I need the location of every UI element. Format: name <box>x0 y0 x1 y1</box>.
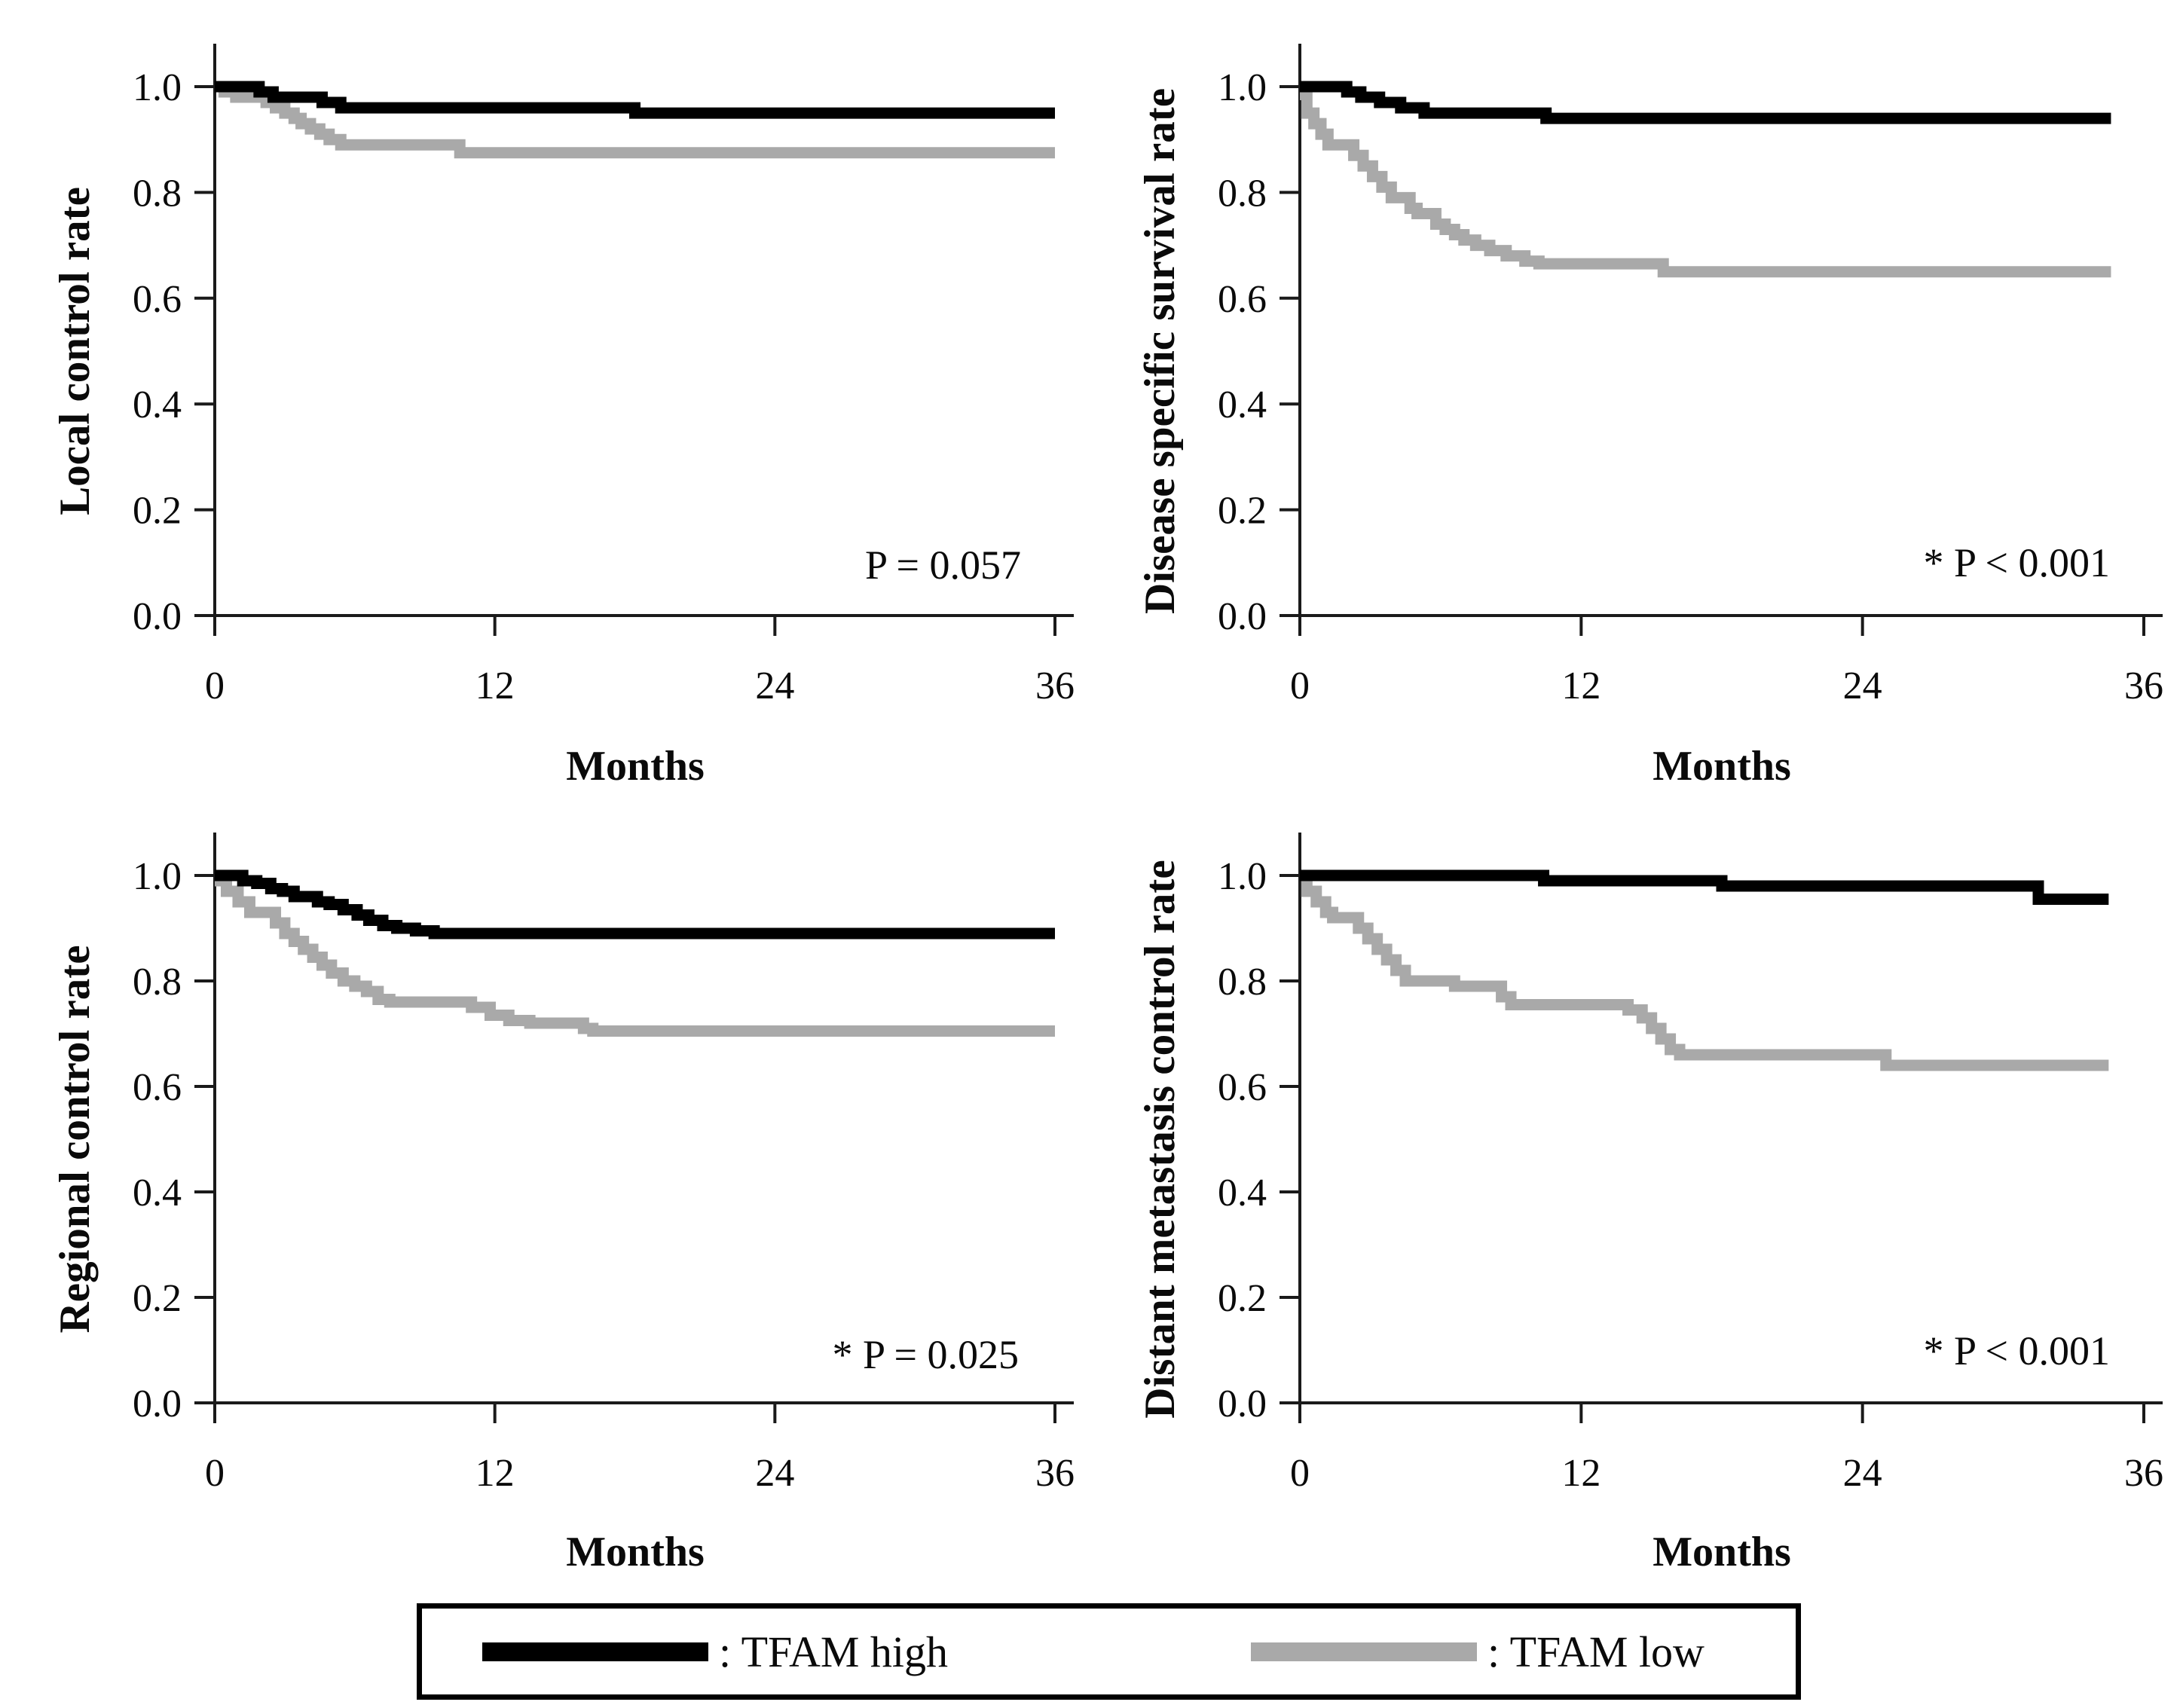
y-tick-label: 0.6 <box>133 1066 182 1109</box>
tfam-low-line-swatch <box>1251 1642 1477 1661</box>
series-tfam-high-curve <box>1300 869 2109 905</box>
legend-label-tfam-high: : TFAM high <box>719 1627 949 1676</box>
y-tick-label: 0.2 <box>1218 1277 1267 1320</box>
p-value-regional-control: * P = 0.025 <box>832 1332 1019 1377</box>
x-tick-label: 12 <box>475 665 515 707</box>
x-axis-title-months-top-right: Months <box>1653 743 1791 790</box>
legend: : TFAM high : TFAM low <box>417 1603 1801 1700</box>
y-tick-label: 0.2 <box>1218 490 1267 533</box>
x-tick-label: 12 <box>1561 1452 1601 1495</box>
series-tfam-low-curve <box>1300 89 2111 278</box>
y-tick-label: 0.8 <box>133 172 182 215</box>
y-tick-label: 1.0 <box>133 855 182 898</box>
y-tick-label: 0.4 <box>133 1172 182 1215</box>
series-tfam-high-curve <box>215 81 1055 119</box>
y-tick-label: 0.4 <box>1218 1172 1267 1215</box>
y-tick-label: 1.0 <box>1218 855 1267 898</box>
x-tick-label: 0 <box>1290 1452 1310 1495</box>
y-tick-label: 0.8 <box>133 961 182 1004</box>
y-tick-label: 0.6 <box>1218 278 1267 321</box>
legend-label-tfam-low: : TFAM low <box>1487 1627 1705 1676</box>
y-axis-title-distant-metastasis: Distant metastasis control rate <box>1136 860 1184 1419</box>
y-axis-title-disease-specific: Disease specific survival rate <box>1136 87 1184 615</box>
series-tfam-low-curve <box>215 875 1055 1037</box>
x-tick-label: 36 <box>2124 665 2163 707</box>
x-tick-label: 12 <box>475 1452 515 1495</box>
series-tfam-low-curve <box>215 81 1055 159</box>
y-tick-label: 0.8 <box>1218 961 1267 1004</box>
y-tick-label: 0.0 <box>133 595 182 638</box>
x-tick-label: 12 <box>1561 665 1601 707</box>
y-tick-label: 0.2 <box>133 1277 182 1320</box>
y-tick-label: 1.0 <box>133 66 182 109</box>
x-tick-label: 24 <box>1843 665 1882 707</box>
y-tick-label: 0.6 <box>133 278 182 321</box>
x-tick-label: 24 <box>755 665 794 707</box>
x-tick-label: 36 <box>1035 665 1075 707</box>
y-axis-title-local-control: Local control rate <box>51 187 99 515</box>
y-tick-label: 0.4 <box>1218 383 1267 426</box>
y-tick-label: 0.0 <box>133 1383 182 1425</box>
series-tfam-low-curve <box>1300 869 2109 1071</box>
x-axis-title-months-bottom-right: Months <box>1653 1529 1791 1575</box>
x-tick-label: 36 <box>1035 1452 1075 1495</box>
p-value-disease-specific: * P < 0.001 <box>1923 540 2110 585</box>
y-tick-label: 1.0 <box>1218 66 1267 109</box>
y-tick-label: 0.0 <box>1218 595 1267 638</box>
x-axis-title-months-top-left: Months <box>566 743 705 790</box>
x-tick-label: 24 <box>1843 1452 1882 1495</box>
x-axis-title-months-bottom-left: Months <box>566 1529 705 1575</box>
y-axis-title-regional-control: Regional control rate <box>51 945 99 1334</box>
y-tick-label: 0.6 <box>1218 1066 1267 1109</box>
legend-item-tfam-high: : TFAM high <box>482 1609 948 1694</box>
p-value-distant-metastasis: * P < 0.001 <box>1923 1328 2110 1373</box>
x-tick-label: 36 <box>2124 1452 2163 1495</box>
x-tick-label: 0 <box>1290 665 1310 707</box>
x-tick-label: 0 <box>205 665 225 707</box>
x-tick-label: 24 <box>755 1452 794 1495</box>
tfam-high-line-swatch <box>482 1642 708 1661</box>
y-tick-label: 0.0 <box>1218 1383 1267 1425</box>
legend-item-tfam-low: : TFAM low <box>1251 1609 1705 1694</box>
series-tfam-high-curve <box>1300 81 2111 124</box>
x-tick-label: 0 <box>205 1452 225 1495</box>
series-tfam-high-curve <box>215 869 1055 940</box>
p-value-local-control: P = 0.057 <box>865 542 1021 588</box>
y-tick-label: 0.4 <box>133 383 182 426</box>
y-tick-label: 0.2 <box>133 490 182 533</box>
y-tick-label: 0.8 <box>1218 172 1267 215</box>
